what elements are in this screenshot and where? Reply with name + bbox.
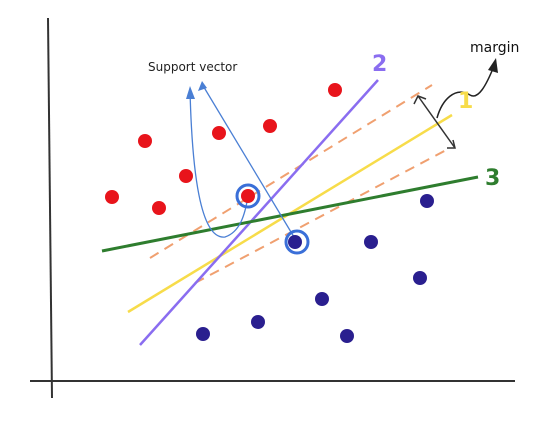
line-3-label: 3: [485, 166, 500, 191]
red-point: [263, 119, 277, 133]
blue-point: [420, 194, 434, 208]
margin-label: margin: [470, 40, 519, 56]
blue-point: [251, 315, 265, 329]
red-point: [152, 201, 166, 215]
blue-point: [315, 292, 329, 306]
red-point: [328, 83, 342, 97]
blue-point: [340, 329, 354, 343]
red-point: [105, 190, 119, 204]
support-vector-arrows: [186, 81, 298, 243]
support-vector-ring: [235, 183, 261, 209]
blue-point: [288, 235, 302, 249]
red-point: [179, 169, 193, 183]
line-2: [139, 79, 379, 346]
support-vector-rings: [235, 183, 310, 255]
support-vector-label: Support vector: [148, 60, 237, 74]
red-point: [138, 134, 152, 148]
support-vector-ring: [284, 229, 310, 255]
line-3: [101, 175, 479, 253]
blue-point: [413, 271, 427, 285]
margin-line-lower: [194, 147, 451, 284]
red-point: [241, 189, 255, 203]
margin-line-upper: [149, 84, 433, 259]
blue-point: [364, 235, 378, 249]
red-point: [212, 126, 226, 140]
blue-point: [196, 327, 210, 341]
margin-arrow: [413, 58, 498, 149]
y-axis: [47, 17, 53, 399]
line-2-label: 2: [372, 52, 387, 77]
data-points: [105, 83, 434, 343]
line-1-label: 1: [458, 89, 473, 114]
